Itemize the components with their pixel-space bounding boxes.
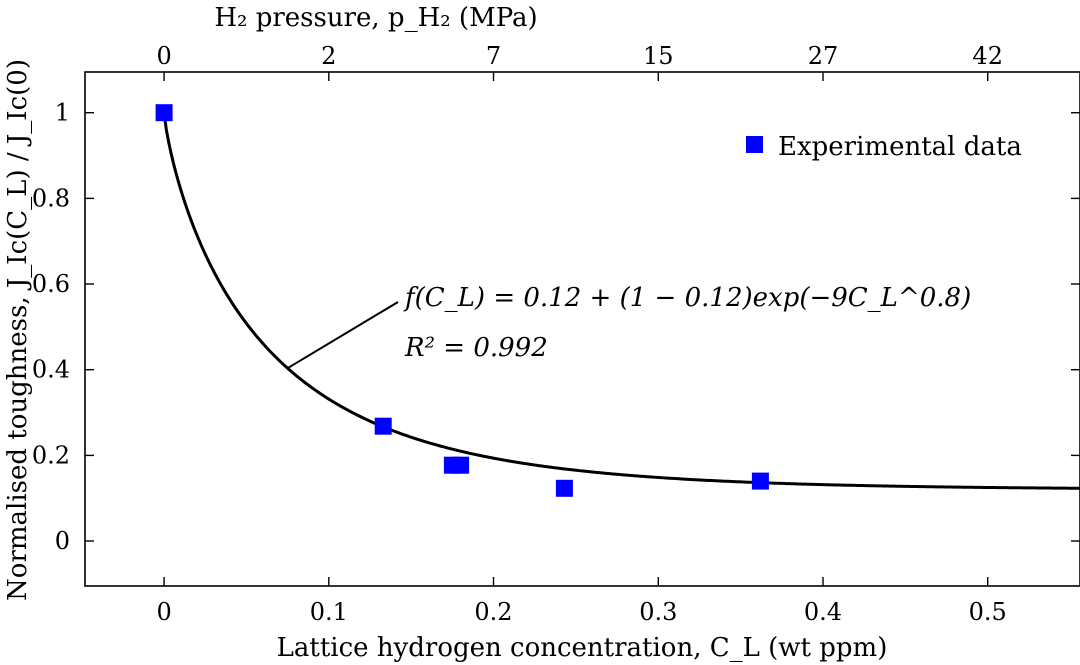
data-points — [155, 104, 769, 497]
y-tick-label: 0 — [55, 527, 70, 555]
y-tick-label: 0.4 — [32, 356, 70, 384]
top-tick-labels: 0 2 7 15 27 42 — [156, 42, 1003, 70]
top-axis-title: H₂ pressure, p_H₂ (MPa) — [214, 3, 537, 33]
fit-equation: f(C_L) = 0.12 + (1 − 0.12)exp(−9C_L^0.8) — [403, 283, 971, 313]
plot-frame — [84, 71, 1080, 587]
top-tick-label: 0 — [156, 42, 171, 70]
x-tick-label: 0.1 — [310, 598, 348, 626]
legend-marker — [746, 136, 763, 153]
x-tick-labels: 0 0.1 0.2 0.3 0.4 0.5 — [156, 598, 1006, 626]
top-tick-label: 42 — [972, 42, 1003, 70]
data-point — [155, 104, 173, 122]
r-squared: R² = 0.992 — [404, 333, 548, 363]
annotation-leader-line — [287, 301, 399, 370]
x-tick-label: 0.2 — [474, 598, 512, 626]
y-tick-label: 0.8 — [32, 184, 70, 212]
legend-label: Experimental data — [778, 132, 1022, 162]
x-tick-label: 0.4 — [804, 598, 842, 626]
x-tick-label: 0.3 — [639, 598, 677, 626]
y-tick-labels: 0 0.2 0.4 0.6 0.8 1 — [32, 99, 70, 555]
data-point — [452, 456, 470, 474]
data-point — [374, 417, 392, 435]
y-axis-title: Normalised toughness, J_Ic(C_L) / J_Ic(0… — [3, 59, 33, 601]
x-axis-title: Lattice hydrogen concentration, C_L (wt … — [277, 633, 888, 663]
y-tick-label: 0.6 — [32, 270, 70, 298]
x-tick-label: 0.5 — [969, 598, 1007, 626]
top-tick-label: 7 — [486, 42, 501, 70]
top-tick-label: 2 — [321, 42, 336, 70]
top-tick-label: 27 — [808, 42, 839, 70]
data-point — [751, 472, 769, 490]
fit-curve — [162, 112, 1080, 490]
data-point — [555, 479, 573, 497]
top-tick-label: 15 — [643, 42, 674, 70]
legend: Experimental data — [746, 132, 1022, 162]
x-tick-label: 0 — [156, 598, 171, 626]
y-tick-label: 1 — [55, 99, 70, 127]
tick-marks — [85, 72, 1080, 586]
y-tick-label: 0.2 — [32, 441, 70, 469]
